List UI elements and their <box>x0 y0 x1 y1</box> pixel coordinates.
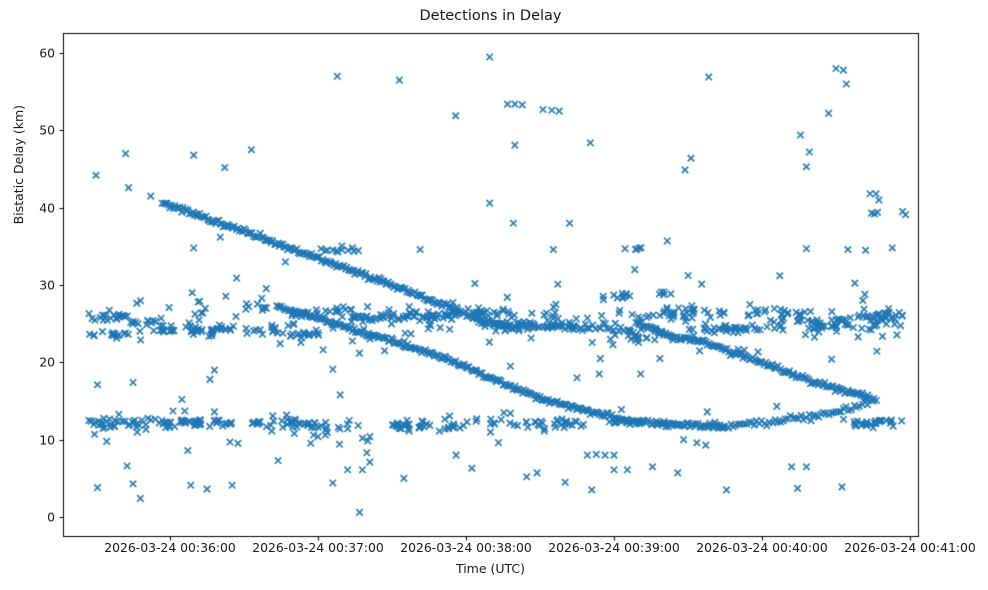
y-tick-label: 0 <box>47 509 55 525</box>
y-tick-label: 40 <box>39 200 55 216</box>
y-tick-label: 60 <box>39 45 55 61</box>
x-tick-label: 2026-03-24 00:41:00 <box>844 540 976 555</box>
x-axis-label: Time (UTC) <box>455 561 526 576</box>
x-tick-label: 2026-03-24 00:38:00 <box>400 540 532 555</box>
y-tick-label: 20 <box>39 354 55 370</box>
y-tick-label: 30 <box>39 277 55 293</box>
y-axis-label-text: Bistatic Delay (km) <box>11 104 26 225</box>
chart-title: Detections in Delay <box>419 8 562 24</box>
y-tick-label: 50 <box>39 122 55 138</box>
x-tick-label: 2026-03-24 00:37:00 <box>252 540 384 555</box>
x-tick-label: 2026-03-24 00:36:00 <box>104 540 236 555</box>
x-tick-label: 2026-03-24 00:39:00 <box>548 540 680 555</box>
y-tick-label: 10 <box>39 432 55 448</box>
x-tick-label: 2026-03-24 00:40:00 <box>696 540 828 555</box>
